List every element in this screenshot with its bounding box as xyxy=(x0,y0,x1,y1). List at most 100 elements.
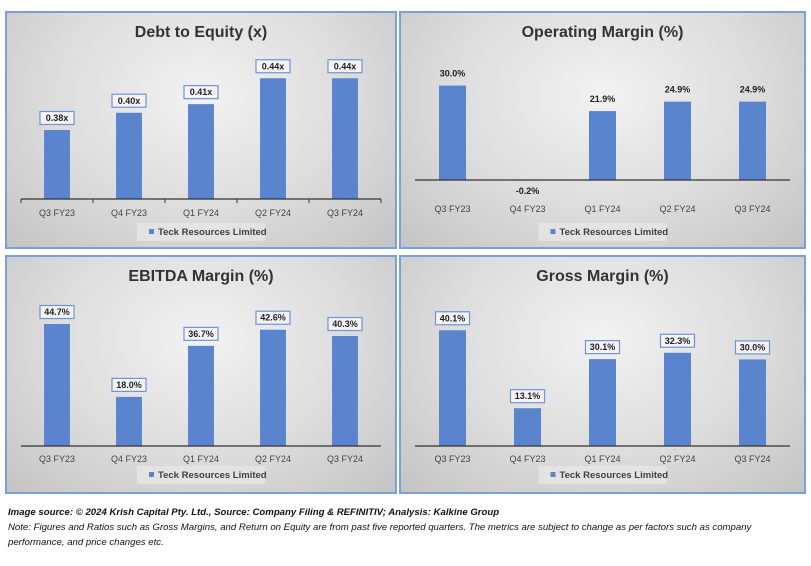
bar xyxy=(260,329,286,446)
data-label: 24.9% xyxy=(740,85,766,95)
data-label-box xyxy=(327,316,363,332)
data-label: 0.41x xyxy=(190,87,213,97)
legend-swatch xyxy=(149,229,154,234)
bar xyxy=(439,330,466,446)
data-label: 40.1% xyxy=(440,313,466,323)
x-tick-label: Q2 FY24 xyxy=(659,454,695,464)
bar xyxy=(664,352,691,446)
x-tick-label: Q4 FY23 xyxy=(111,454,147,464)
legend-label: Teck Resources Limited xyxy=(560,227,669,238)
data-label-box xyxy=(39,110,75,126)
bar xyxy=(260,78,286,199)
data-label-box xyxy=(255,59,291,74)
legend: Teck Resources Limited xyxy=(538,223,669,241)
x-tick-label: Q3 FY23 xyxy=(434,454,470,464)
x-tick-label: Q1 FY24 xyxy=(584,204,620,214)
chart-panel-ebitda-margin: EBITDA Margin (%) 44.7% Q3 FY23 18.0% Q4 FY2… xyxy=(5,255,397,494)
chart-title: EBITDA Margin (%) xyxy=(128,268,273,285)
legend-label: Teck Resources Limited xyxy=(158,470,267,481)
x-tick-label: Q3 FY24 xyxy=(327,454,363,464)
data-label-box xyxy=(39,304,75,320)
bar xyxy=(332,78,358,199)
x-tick-label: Q4 FY23 xyxy=(509,454,545,464)
footer: Image source: © 2024 Krish Capital Pty. … xyxy=(8,505,803,550)
bar xyxy=(332,336,358,446)
data-label-box xyxy=(183,326,219,341)
data-label-box xyxy=(255,310,291,325)
x-tick-label: Q3 FY23 xyxy=(39,208,75,218)
bar xyxy=(589,359,616,446)
data-label: 0.38x xyxy=(46,113,69,123)
data-label-box xyxy=(734,340,771,355)
data-label: 0.44x xyxy=(262,61,285,71)
data-label-box xyxy=(509,389,546,404)
bar xyxy=(44,324,70,446)
bar xyxy=(188,345,214,446)
x-tick-label: Q2 FY24 xyxy=(255,454,291,464)
data-label: 18.0% xyxy=(116,380,142,390)
x-tick-label: Q4 FY23 xyxy=(111,208,147,218)
bar xyxy=(589,111,616,180)
data-label: 32.3% xyxy=(665,336,691,346)
chart-panel-operating-margin: Operating Margin (%) 30.0% Q3 FY23 -0.2% Q4 … xyxy=(399,11,806,249)
chart-panel-gross-margin: Gross Margin (%) 40.1% Q3 FY23 13.1% Q4 FY23… xyxy=(399,255,806,494)
data-label-box xyxy=(111,93,147,108)
data-label: -0.2% xyxy=(516,186,540,196)
data-label: 0.40x xyxy=(118,96,141,106)
data-label-box xyxy=(584,340,621,355)
bar xyxy=(44,130,70,199)
data-label: 30.0% xyxy=(740,342,766,352)
legend-box xyxy=(137,223,265,241)
data-label: 36.7% xyxy=(188,329,214,339)
bar xyxy=(116,396,142,446)
bar xyxy=(739,359,766,446)
image-source-text: Image source: © 2024 Krish Capital Pty. … xyxy=(8,507,500,518)
data-label: 24.9% xyxy=(665,85,691,95)
bar xyxy=(188,104,214,199)
legend: Teck Resources Limited xyxy=(137,466,267,484)
chart-title: Debt to Equity (x) xyxy=(135,24,267,41)
chart-title: Gross Margin (%) xyxy=(536,268,668,285)
chart-gross-margin: Gross Margin (%) 40.1% Q3 FY23 13.1% Q4 FY23… xyxy=(415,268,790,484)
data-label: 21.9% xyxy=(590,94,616,104)
chart-debt-to-equity: Debt to Equity (x) 0.38x Q3 FY23 0.40x Q4 FY… xyxy=(20,24,382,241)
x-tick-label: Q3 FY23 xyxy=(39,454,75,464)
x-tick-label: Q1 FY24 xyxy=(183,208,219,218)
legend-box xyxy=(538,223,667,241)
data-label: 30.1% xyxy=(590,342,616,352)
legend-box xyxy=(538,466,667,484)
data-label: 42.6% xyxy=(260,313,286,323)
data-label-box xyxy=(434,311,471,326)
data-label-box xyxy=(183,85,219,100)
bar xyxy=(439,85,466,180)
data-label: 44.7% xyxy=(44,307,70,317)
chart-ebitda-margin: EBITDA Margin (%) 44.7% Q3 FY23 18.0% Q4 FY2… xyxy=(21,268,381,484)
data-label-box xyxy=(327,59,363,74)
data-label: 40.3% xyxy=(332,319,358,329)
data-label: 0.44x xyxy=(334,61,357,71)
x-tick-label: Q4 FY23 xyxy=(509,204,545,214)
x-tick-label: Q3 FY24 xyxy=(327,208,363,218)
chart-panel-debt-to-equity: Debt to Equity (x) 0.38x Q3 FY23 0.40x Q4 FY… xyxy=(5,11,397,249)
chart-operating-margin: Operating Margin (%) 30.0% Q3 FY23 -0.2% Q4 … xyxy=(415,24,790,241)
legend-swatch xyxy=(550,472,556,477)
legend-box xyxy=(137,466,265,484)
x-tick-label: Q3 FY24 xyxy=(734,204,770,214)
x-tick-label: Q3 FY23 xyxy=(434,204,470,214)
bar xyxy=(514,408,541,446)
x-tick-label: Q1 FY24 xyxy=(183,454,219,464)
legend-swatch xyxy=(550,229,556,234)
x-tick-label: Q2 FY24 xyxy=(255,208,291,218)
x-tick-label: Q2 FY24 xyxy=(659,204,695,214)
data-label-box xyxy=(659,333,696,348)
data-label: 30.0% xyxy=(440,69,466,79)
legend-swatch xyxy=(149,472,154,477)
legend-label: Teck Resources Limited xyxy=(560,470,669,481)
bar xyxy=(664,101,691,180)
bar xyxy=(116,112,142,199)
x-tick-label: Q1 FY24 xyxy=(584,454,620,464)
note-text: Note: Figures and Ratios such as Gross M… xyxy=(8,522,752,548)
legend-label: Teck Resources Limited xyxy=(158,227,267,238)
legend: Teck Resources Limited xyxy=(538,466,669,484)
legend: Teck Resources Limited xyxy=(137,223,267,241)
